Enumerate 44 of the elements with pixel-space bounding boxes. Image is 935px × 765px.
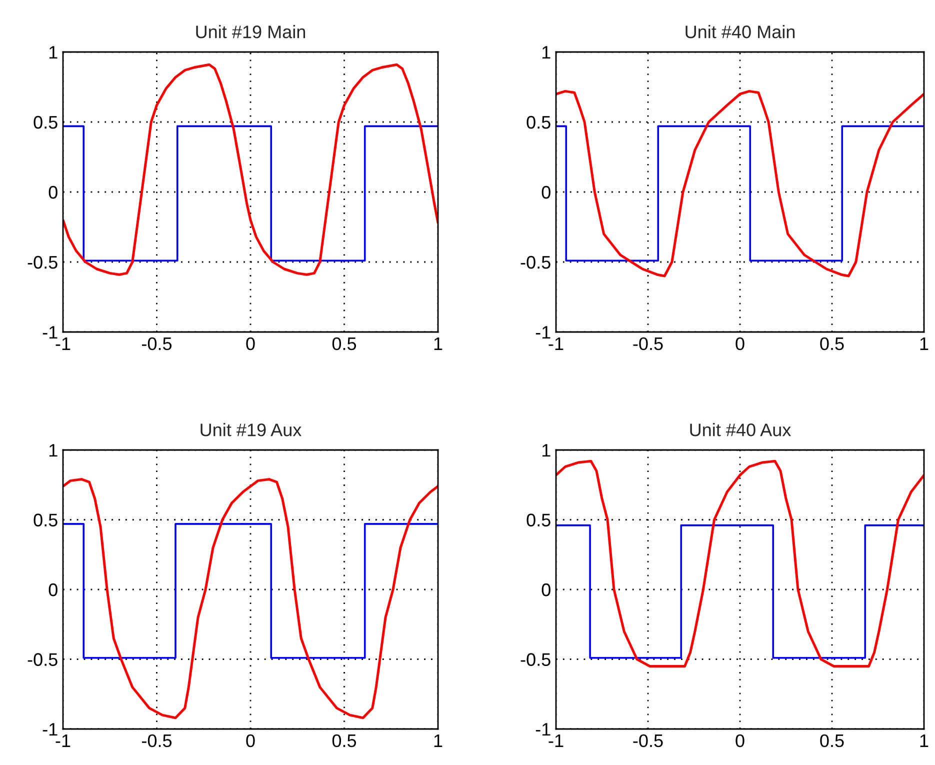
- x-tick-label: 0: [736, 337, 744, 350]
- y-tick-label: -1: [536, 723, 550, 736]
- y-tick-label: -1: [42, 723, 58, 736]
- x-tick-label: -0.5: [633, 337, 663, 350]
- x-tick-label: 0: [246, 734, 255, 748]
- line-series: [63, 478, 438, 720]
- chart-title: Unit #19 Aux: [200, 423, 302, 436]
- y-tick-label: 0.5: [34, 514, 58, 526]
- chart-title: Unit #40 Main: [686, 25, 795, 38]
- y-tick-label: 0.5: [526, 514, 550, 526]
- y-tick-label: -0.5: [520, 256, 550, 269]
- x-tick-label: 1: [920, 734, 928, 747]
- x-tick-label: 0.5: [332, 337, 356, 350]
- x-tick-label: 0.5: [820, 734, 844, 748]
- y-tick-label: 1: [49, 444, 58, 457]
- x-tick-label: 1: [920, 338, 928, 350]
- y-tick-label: 1: [49, 46, 58, 59]
- y-tick-label: -0.5: [520, 653, 550, 666]
- y-tick-label: 1: [542, 444, 550, 457]
- line-series: [556, 460, 924, 668]
- x-tick-label: 1: [434, 734, 442, 747]
- x-tick-label: 0.5: [820, 337, 844, 350]
- chart-title: Unit #19 Main: [196, 25, 306, 38]
- x-tick-label: 0.5: [332, 734, 356, 748]
- x-tick-label: 0: [736, 734, 744, 748]
- chart-title: Unit #40 Aux: [690, 423, 791, 436]
- y-tick-label: 1: [542, 46, 550, 59]
- y-tick-label: 0: [48, 583, 58, 596]
- y-tick-label: 0.5: [34, 116, 58, 129]
- x-tick-label: -0.5: [142, 734, 172, 748]
- y-tick-label: -1: [536, 326, 550, 339]
- line-series: [556, 90, 924, 278]
- y-tick-label: 0.5: [526, 116, 550, 129]
- y-tick-label: -0.5: [28, 653, 58, 666]
- y-tick-label: 0: [542, 583, 550, 596]
- x-tick-label: 0: [246, 337, 255, 350]
- y-tick-label: -1: [42, 326, 58, 339]
- line-series: [63, 63, 438, 276]
- x-tick-label: 1: [434, 338, 442, 350]
- y-tick-label: 0: [48, 186, 58, 199]
- x-tick-label: -0.5: [142, 337, 172, 350]
- x-tick-label: -0.5: [633, 734, 663, 748]
- y-tick-label: -0.5: [28, 256, 58, 269]
- y-tick-label: 0: [542, 186, 550, 199]
